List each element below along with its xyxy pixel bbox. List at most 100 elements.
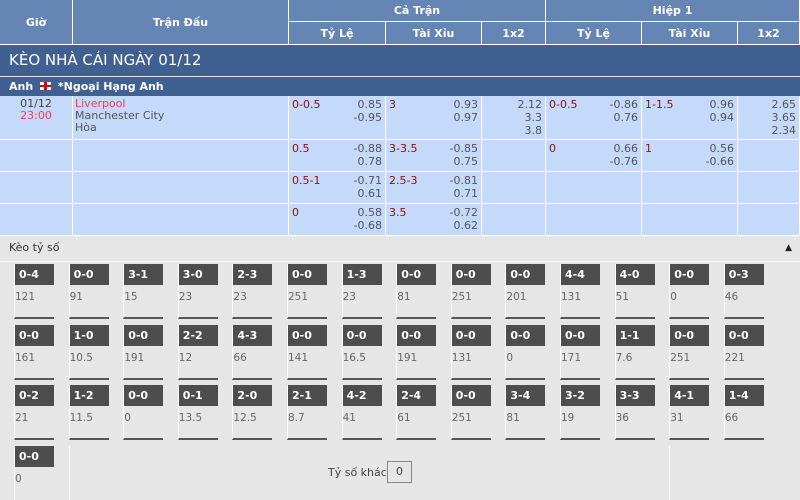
ft-over-under-odd-2[interactable]: 0.71 — [453, 187, 479, 200]
score-tile[interactable]: 1-4 66 — [723, 385, 764, 440]
h1-handicap-odd-2[interactable]: -0.76 — [609, 155, 638, 168]
home-team[interactable]: Liverpool — [75, 97, 126, 110]
score-tile[interactable]: 0-0 0 — [14, 446, 54, 500]
score-tile[interactable]: 0-4 121 — [14, 264, 54, 319]
score-tile[interactable]: 3-0 23 — [177, 264, 218, 319]
score-tile[interactable]: 0-2 21 — [14, 385, 54, 440]
ft-handicap-cell: 0 0.58 -0.68 — [289, 204, 386, 236]
score-tile[interactable]: 0-1 13.5 — [177, 385, 218, 440]
ft-1x2-draw[interactable]: 3.3 — [524, 111, 543, 124]
ft-handicap-odd-2[interactable]: -0.95 — [353, 111, 382, 124]
score-odd: 201 — [506, 291, 527, 303]
ft-over-under-line[interactable]: 3.5 — [389, 206, 407, 219]
h1-over-under-odd-2[interactable]: -0.66 — [705, 155, 734, 168]
score-tile[interactable]: 0-0 0 — [123, 385, 164, 440]
score-tile[interactable]: 2-2 12 — [177, 325, 218, 380]
ft-handicap-odd-1[interactable]: -0.88 — [353, 142, 382, 155]
ft-over-under-line[interactable]: 3-3.5 — [389, 142, 418, 155]
h1-handicap-odd-2[interactable]: 0.76 — [613, 111, 639, 124]
score-tile[interactable]: 3-2 19 — [560, 385, 600, 440]
score-tile[interactable]: 0-0 251 — [450, 264, 491, 319]
score-tile[interactable]: 1-3 23 — [341, 264, 382, 319]
score-tile[interactable]: 0-0 0 — [505, 325, 546, 380]
score-tile[interactable]: 0-0 201 — [505, 264, 546, 319]
score-tile[interactable]: 3-3 36 — [614, 385, 655, 440]
score-tile[interactable]: 0-0 221 — [723, 325, 764, 380]
score-tile[interactable]: 0-0 251 — [450, 385, 491, 440]
score-tile[interactable]: 0-0 16.5 — [341, 325, 382, 380]
ft-over-under-odd-2[interactable]: 0.62 — [453, 219, 479, 232]
score-tile[interactable]: 0-0 251 — [669, 325, 710, 380]
h1-1x2-home[interactable]: 2.65 — [771, 98, 797, 111]
h1-over-under-odd-1[interactable]: 0.96 — [709, 98, 735, 111]
ft-over-under-odd-1[interactable]: -0.81 — [449, 174, 478, 187]
ft-handicap-odd-2[interactable]: 0.78 — [357, 155, 383, 168]
header-ft-tai-xiu: Tài Xỉu — [386, 22, 482, 45]
score-tile[interactable]: 2-3 23 — [232, 264, 273, 319]
score-tile[interactable]: 0-0 81 — [396, 264, 437, 319]
ft-handicap-odd-1[interactable]: -0.71 — [353, 174, 382, 187]
h1-handicap-odd-1[interactable]: 0.66 — [613, 142, 639, 155]
h1-1x2-away[interactable]: 2.34 — [771, 124, 797, 137]
ft-handicap-odd-1[interactable]: 0.85 — [357, 98, 383, 111]
ft-handicap-odd-1[interactable]: 0.58 — [357, 206, 383, 219]
caret-up-icon[interactable]: ▲ — [785, 243, 792, 253]
score-tile[interactable]: 2-0 12.5 — [232, 385, 273, 440]
h1-over-under-line[interactable]: 1-1.5 — [645, 98, 674, 111]
h1-1x2-draw[interactable]: 3.65 — [771, 111, 797, 124]
score-odd: 191 — [124, 352, 145, 364]
score-tile[interactable]: 0-0 0 — [669, 264, 710, 319]
score-tile[interactable]: 3-4 81 — [505, 385, 546, 440]
score-tile[interactable]: 4-2 41 — [341, 385, 382, 440]
ft-over-under-odd-2[interactable]: 0.97 — [453, 111, 479, 124]
score-tile[interactable]: 0-0 191 — [123, 325, 164, 380]
score-odd: 141 — [288, 352, 309, 364]
score-tile[interactable]: 4-3 66 — [232, 325, 273, 380]
league-row[interactable]: Anh *Ngoại Hạng Anh — [0, 77, 800, 96]
score-tile[interactable]: 2-4 61 — [396, 385, 437, 440]
h1-over-under-odd-1[interactable]: 0.56 — [709, 142, 735, 155]
ft-handicap-odd-2[interactable]: -0.68 — [353, 219, 382, 232]
score-tile[interactable]: 0-0 91 — [68, 264, 109, 319]
ft-over-under-odd-2[interactable]: 0.75 — [453, 155, 479, 168]
score-tile[interactable]: 0-0 171 — [560, 325, 600, 380]
score-tile[interactable]: 1-1 7.6 — [614, 325, 655, 380]
correct-score-header[interactable]: Kèo tỷ số ▲ — [0, 236, 800, 262]
h1-over-under-odd-2[interactable]: 0.94 — [709, 111, 735, 124]
h1-over-under-line[interactable]: 1 — [645, 142, 652, 155]
score-tile[interactable]: 0-0 191 — [396, 325, 437, 380]
h1-handicap-odd-1[interactable]: -0.86 — [609, 98, 638, 111]
away-team[interactable]: Manchester City — [75, 109, 165, 122]
score-label: 4-4 — [561, 264, 600, 285]
score-tile[interactable]: 0-3 46 — [723, 264, 764, 319]
ft-over-under-odd-1[interactable]: -0.72 — [449, 206, 478, 219]
score-tile[interactable]: 2-1 8.7 — [287, 385, 327, 440]
ft-handicap-line[interactable]: 0 — [292, 206, 299, 219]
other-score-input[interactable]: 0 — [387, 461, 412, 483]
score-label: 4-3 — [233, 325, 273, 346]
score-tile[interactable]: 1-0 10.5 — [68, 325, 109, 380]
ft-over-under-line[interactable]: 3 — [389, 98, 396, 111]
ft-over-under-odd-1[interactable]: -0.85 — [449, 142, 478, 155]
h1-handicap-line[interactable]: 0-0.5 — [549, 98, 578, 111]
score-label: 0-1 — [178, 385, 218, 406]
score-tile[interactable]: 4-1 31 — [669, 385, 710, 440]
score-tile[interactable]: 0-0 131 — [450, 325, 491, 380]
ft-1x2-home[interactable]: 2.12 — [517, 98, 543, 111]
score-label: 0-0 — [561, 325, 600, 346]
score-tile[interactable]: 4-0 51 — [614, 264, 655, 319]
score-tile[interactable]: 4-4 131 — [560, 264, 600, 319]
ft-handicap-line[interactable]: 0.5-1 — [292, 174, 321, 187]
ft-over-under-line[interactable]: 2.5-3 — [389, 174, 418, 187]
score-tile[interactable]: 0-0 141 — [287, 325, 327, 380]
ft-handicap-line[interactable]: 0-0.5 — [292, 98, 321, 111]
score-tile[interactable]: 0-0 251 — [287, 264, 327, 319]
ft-1x2-away[interactable]: 3.8 — [524, 124, 543, 137]
ft-handicap-line[interactable]: 0.5 — [292, 142, 310, 155]
score-tile[interactable]: 1-2 11.5 — [68, 385, 109, 440]
score-tile[interactable]: 0-0 161 — [14, 325, 54, 380]
score-tile[interactable]: 3-1 15 — [123, 264, 164, 319]
ft-over-under-odd-1[interactable]: 0.93 — [453, 98, 479, 111]
ft-handicap-odd-2[interactable]: 0.61 — [357, 187, 383, 200]
h1-handicap-line[interactable]: 0 — [549, 142, 556, 155]
